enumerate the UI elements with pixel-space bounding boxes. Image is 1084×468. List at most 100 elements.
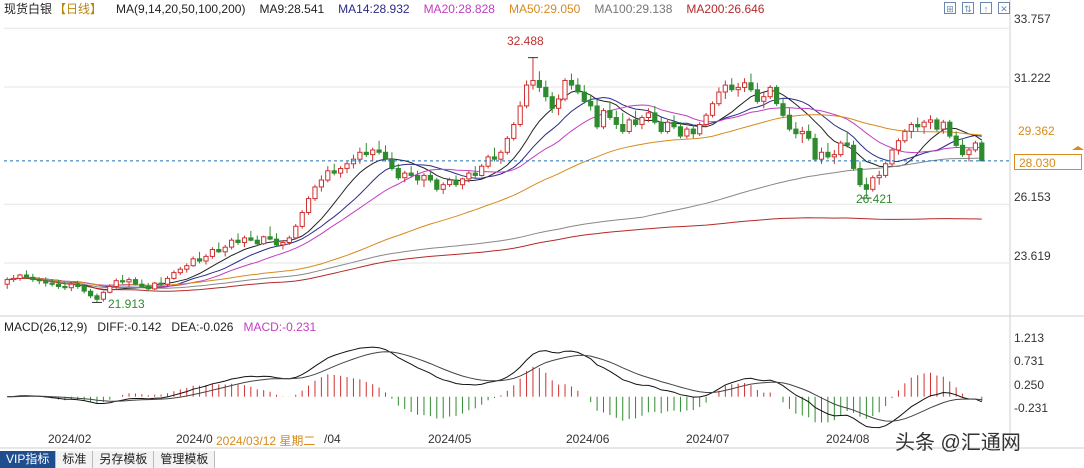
candle-body	[716, 91, 722, 105]
macd-params: MACD(26,12,9)	[4, 320, 88, 334]
candle-body	[677, 126, 684, 137]
tab-standard[interactable]: 标准	[56, 451, 94, 468]
candle-body	[55, 283, 62, 288]
price-tick-1: 33.757	[1014, 12, 1051, 26]
candle-body	[863, 184, 869, 190]
macd-tick-2: 0.731	[1014, 354, 1045, 368]
macd-tick-3: 0.250	[1014, 378, 1045, 392]
candle-body	[761, 96, 767, 102]
date-axis: 2024/02 2024/0 2024/03/12 星期二 /04 2024/0…	[0, 430, 1010, 448]
candle-body	[389, 158, 395, 169]
candle-body	[267, 236, 273, 240]
date-label: 2024/06	[566, 432, 610, 446]
candle-body	[421, 174, 427, 181]
candle-body	[504, 137, 510, 153]
candle-body	[575, 84, 581, 93]
candle-body	[81, 286, 87, 292]
candle-body	[934, 119, 940, 130]
candle-body	[793, 128, 799, 135]
candle-body	[645, 112, 651, 119]
arrow-icon[interactable]: ↑	[980, 2, 992, 14]
candle-body	[831, 154, 837, 158]
candle-body	[126, 279, 132, 283]
candle-body	[120, 280, 126, 283]
tab-manage-template[interactable]: 管理模板	[154, 451, 216, 468]
candle-body	[530, 80, 536, 86]
candle-body	[459, 178, 466, 186]
candle-body	[729, 84, 735, 91]
candle-body	[363, 151, 369, 156]
candle-body	[216, 249, 222, 253]
candle-body	[415, 174, 421, 181]
candle-body	[915, 124, 921, 128]
annotation-low-1: 21.913	[108, 297, 145, 311]
macd-dea: DEA:-0.026	[171, 320, 234, 334]
candle-body	[581, 91, 587, 102]
candle-body	[4, 279, 10, 285]
candle-body	[306, 198, 312, 214]
candle-body	[697, 124, 703, 135]
candle-body	[908, 124, 914, 132]
candle-body	[921, 121, 927, 128]
candle-body	[671, 121, 677, 128]
candle-body	[722, 84, 728, 93]
date-label: 2024/08	[826, 432, 870, 446]
candle-body	[665, 121, 671, 132]
candle-body	[786, 114, 793, 130]
candle-body	[100, 291, 107, 300]
candle-body	[447, 179, 453, 186]
close-icon[interactable]: ✕	[998, 2, 1010, 14]
candle-body	[600, 110, 607, 128]
candle-body	[113, 280, 119, 288]
candle-body	[536, 80, 542, 88]
candle-body	[107, 286, 113, 293]
candle-body	[370, 149, 376, 156]
candle-body	[318, 179, 324, 188]
candle-body	[844, 142, 850, 146]
candle-body	[806, 130, 812, 139]
candle-body	[17, 274, 23, 279]
candle-body	[818, 151, 825, 160]
macd-tick-4: -0.231	[1014, 401, 1049, 415]
candle-body	[953, 135, 959, 146]
candle-body	[338, 168, 344, 174]
candle-body	[966, 149, 972, 156]
candle-body	[479, 165, 485, 176]
candle-body	[184, 265, 190, 270]
candle-body	[23, 274, 30, 278]
price-marker-arrow	[1072, 146, 1084, 150]
candle-body	[75, 283, 81, 288]
candle-body	[709, 103, 716, 116]
candle-body	[350, 158, 357, 165]
zoom-icon[interactable]: ⊞	[944, 2, 956, 14]
date-label: 2024/02	[48, 432, 92, 446]
candle-body	[203, 255, 209, 262]
candle-body	[633, 119, 639, 126]
period-label[interactable]: 【日线】	[54, 2, 103, 16]
candle-body	[857, 168, 863, 186]
toggle-icon[interactable]: ⇅	[962, 2, 974, 14]
candle-body	[690, 128, 696, 135]
candle-body	[556, 98, 562, 109]
macd-diff-line	[7, 346, 982, 429]
candle-body	[280, 242, 286, 246]
candle-body	[639, 117, 645, 125]
date-label: /04	[324, 432, 341, 446]
candle-body	[927, 119, 934, 123]
candle-body	[472, 172, 478, 176]
macd-value: MACD:-0.231	[243, 320, 317, 334]
candle-body	[851, 144, 857, 169]
candle-body	[11, 277, 17, 281]
instrument-title: 现货白银	[4, 2, 53, 16]
annotation-high: 32.488	[507, 34, 544, 48]
chart-toolbar: ⊞ ⇅ ↑ ✕	[944, 2, 1010, 14]
candle-body	[799, 130, 805, 135]
tab-vip-indicator[interactable]: VIP指标	[0, 451, 57, 468]
watermark: 头条 @汇通网	[895, 432, 1021, 454]
tab-save-template[interactable]: 另存模板	[93, 451, 155, 468]
ma14-line	[7, 96, 982, 289]
candle-body	[171, 272, 177, 279]
candle-body	[299, 212, 305, 227]
candle-body	[325, 170, 331, 181]
